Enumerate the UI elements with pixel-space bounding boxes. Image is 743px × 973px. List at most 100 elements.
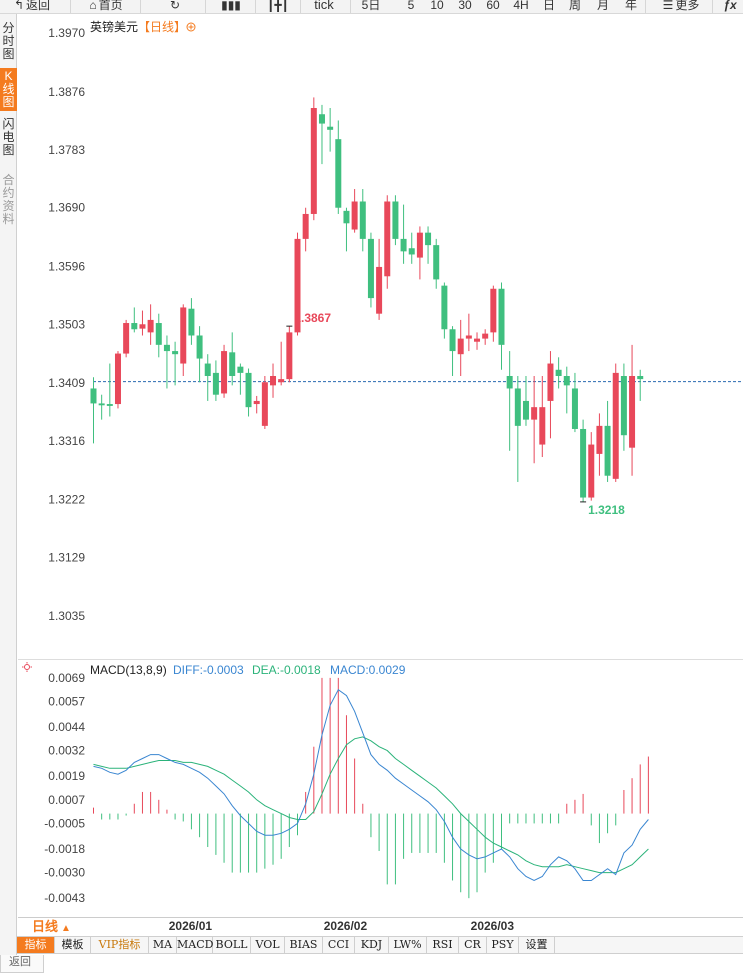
- macd-title: MACD(13,8,9): [90, 663, 167, 677]
- indicator-tab-1[interactable]: 模板: [55, 937, 91, 953]
- period-button-4[interactable]: 60: [486, 0, 500, 12]
- price-tick-label: 1.3222: [48, 492, 85, 506]
- indicator-tab-9[interactable]: KDJ: [355, 937, 389, 953]
- candle-body: [172, 351, 179, 355]
- indicator-tab-8[interactable]: CCI: [323, 937, 355, 953]
- candle-body: [212, 372, 219, 395]
- period-button-7[interactable]: 周: [568, 0, 581, 12]
- formula-button[interactable]: ƒx: [723, 0, 737, 12]
- home-button[interactable]: ⌂ 首页: [80, 0, 132, 13]
- indicator-tab-13[interactable]: PSY: [487, 937, 519, 953]
- candle-body: [596, 425, 603, 454]
- back-button[interactable]: ↰ 返回: [6, 0, 58, 13]
- refresh-button[interactable]: ↻: [160, 0, 190, 13]
- zoom-in-icon: [186, 22, 196, 32]
- indicator-tab-0[interactable]: 指标: [17, 937, 55, 953]
- sidebar-tab-flash[interactable]: 闪电图: [0, 116, 17, 159]
- period-selector[interactable]: 日线 ▲: [20, 918, 90, 936]
- date-tick-label: 2026/02: [324, 919, 368, 933]
- tick-button[interactable]: tick: [314, 0, 334, 12]
- period-button-3[interactable]: 30: [458, 0, 472, 12]
- tab-char: 电: [2, 130, 15, 144]
- candle-body: [539, 407, 546, 445]
- candle-body: [408, 248, 415, 255]
- toolbar-divider: [645, 0, 646, 13]
- period-button-8[interactable]: 月: [596, 0, 609, 12]
- diff-label: DIFF:-0.0003: [173, 663, 244, 677]
- tab-char: 闪: [2, 117, 15, 131]
- tab-char: 时: [2, 34, 15, 48]
- toolbar-divider: [300, 0, 301, 13]
- candle-body: [637, 376, 644, 380]
- chart-type-button[interactable]: ▮▮▮: [216, 0, 246, 13]
- back-arrow-icon: ↰: [13, 0, 25, 12]
- indicator-tab-11[interactable]: RSI: [427, 937, 459, 953]
- candle-body: [571, 388, 578, 429]
- period-button-0[interactable]: 5日: [361, 0, 381, 12]
- indicator-tab-2[interactable]: VIP指标: [91, 937, 149, 953]
- candle-style-button[interactable]: ┃╋┃: [262, 0, 294, 13]
- price-tick-label: 1.3783: [48, 143, 85, 157]
- period-button-6[interactable]: 日: [542, 0, 555, 12]
- tab-char: 线: [2, 82, 15, 96]
- indicator-bar: 指标 模板 VIP指标 MA MACD BOLL VOL BIAS CCI KDJ LW% RSI CR…: [17, 936, 743, 954]
- sidebar-tab-contract[interactable]: 合约资料: [0, 172, 17, 228]
- indicator-tab-7[interactable]: BIAS: [285, 937, 323, 953]
- indicator-tab-5[interactable]: BOLL: [213, 937, 251, 953]
- macd-tick-label: 0.0057: [48, 694, 85, 708]
- price-tick-label: 1.3316: [48, 434, 85, 448]
- toolbar-divider: [140, 0, 141, 13]
- chart-canvas[interactable]: 英镑美元 【日线】 1.3970 1.3876 1.3783 1.3690 1.3596 1.…: [18, 14, 743, 936]
- macd-tick-label: 0.0032: [48, 744, 85, 758]
- period-button-2[interactable]: 10: [430, 0, 444, 12]
- top-toolbar: ↰ 返回 ⌂ 首页 ↻ ▮▮▮ ┃╋┃ tick 5日 5 10 30 60 4H 日 周 月 年 ☰…: [0, 0, 743, 14]
- tab-char: 资: [2, 199, 15, 213]
- candle-body: [123, 323, 130, 354]
- bottom-back-fragment[interactable]: 返回: [0, 955, 44, 973]
- price-tick-label: 1.3409: [48, 376, 85, 390]
- candle-body: [531, 407, 538, 420]
- candle-body: [588, 444, 595, 498]
- period-button-1[interactable]: 5: [407, 0, 415, 12]
- candle-body: [163, 344, 170, 352]
- candle-body: [514, 388, 521, 426]
- candle-body: [229, 352, 236, 377]
- price-tick-label: 1.3503: [48, 317, 85, 331]
- candle-body: [547, 363, 554, 401]
- candle-body: [384, 201, 391, 277]
- candle-body: [318, 114, 325, 124]
- indicator-tab-6[interactable]: VOL: [251, 937, 285, 953]
- period-button-9[interactable]: 年: [624, 0, 637, 12]
- candle-body: [270, 376, 277, 386]
- candle-body: [106, 404, 113, 406]
- dea-label: DEA:-0.0018: [252, 663, 321, 677]
- indicator-tab-12[interactable]: CR: [459, 937, 487, 953]
- price-tick-label: 1.3596: [48, 259, 85, 273]
- candle-body: [196, 335, 203, 359]
- candle-body: [335, 139, 342, 208]
- tab-char: 合: [2, 173, 15, 187]
- refresh-icon: ↻: [169, 0, 181, 12]
- candle-body: [563, 376, 570, 386]
- candle-body: [522, 400, 529, 420]
- period-button-5[interactable]: 4H: [513, 0, 529, 12]
- sun-settings-icon: [24, 664, 30, 670]
- toolbar-divider: [350, 0, 351, 13]
- candle-body: [580, 428, 587, 498]
- indicator-tab-10[interactable]: LW%: [389, 937, 427, 953]
- date-tick-label: 2026/03: [471, 919, 515, 933]
- more-button[interactable]: ☰ 更多: [656, 0, 706, 13]
- candle-body: [498, 288, 505, 345]
- candle-body: [327, 126, 334, 130]
- candle-body: [474, 338, 481, 342]
- candle-body: [620, 376, 627, 436]
- indicator-tab-14[interactable]: 设置: [519, 937, 555, 953]
- indicator-tab-3[interactable]: MA: [149, 937, 177, 953]
- indicator-tab-4[interactable]: MACD: [177, 937, 214, 953]
- price-tick-label: 1.3035: [48, 609, 85, 623]
- candle-body: [90, 388, 97, 404]
- menu-icon: ☰: [662, 0, 674, 12]
- candle-body: [376, 266, 383, 314]
- sidebar-tab-timeshare[interactable]: 分时图: [0, 20, 17, 63]
